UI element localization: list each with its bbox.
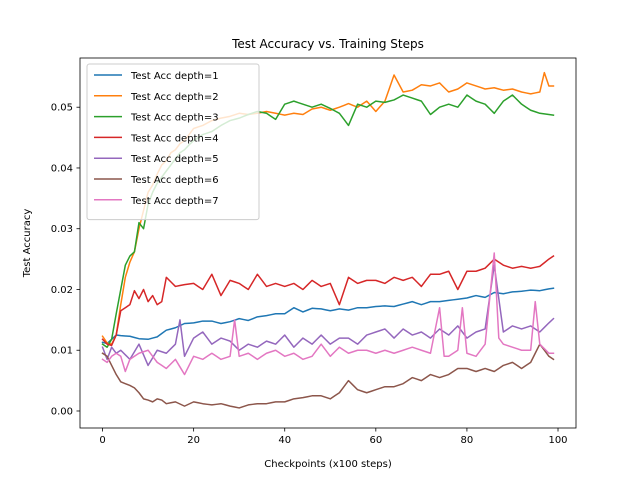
x-tick-label: 40 — [278, 435, 291, 446]
series-line-depth-7 — [101, 252, 555, 376]
chart-title: Test Accuracy vs. Training Steps — [231, 37, 424, 51]
legend: Test Acc depth=1 Test Acc depth=2 Test Acc… — [86, 63, 260, 221]
x-tick-label: 0 — [99, 435, 105, 446]
plot-frame — [79, 57, 577, 429]
y-tick-label: 0.01 — [51, 346, 73, 357]
legend-label: Test Acc depth=3 — [130, 113, 219, 124]
legend-label: Test Acc depth=2 — [130, 92, 219, 103]
x-tick-label: 100 — [548, 435, 567, 446]
x-tick-label: 60 — [369, 435, 382, 446]
y-tick-label: 0.02 — [51, 285, 73, 296]
y-tick-label: 0.05 — [51, 103, 73, 114]
x-tick-label: 20 — [187, 435, 200, 446]
y-axis-title: Test Accuracy — [22, 209, 33, 279]
x-axis-title: Checkpoints (x100 steps) — [264, 459, 392, 470]
y-tick-label: 0.00 — [51, 406, 73, 417]
y-tick-label: 0.04 — [51, 163, 73, 174]
y-axis-ticks: 0.00 0.01 0.02 0.03 0.04 0.05 — [51, 103, 80, 417]
series-line-depth-5 — [101, 264, 555, 367]
x-tick-label: 80 — [461, 435, 474, 446]
legend-label: Test Acc depth=1 — [130, 71, 219, 82]
legend-label: Test Acc depth=4 — [130, 133, 219, 144]
legend-label: Test Acc depth=6 — [130, 175, 219, 186]
legend-box — [86, 63, 260, 221]
legend-label: Test Acc depth=5 — [130, 154, 219, 165]
y-tick-label: 0.03 — [51, 224, 73, 235]
series-line-depth-1 — [101, 287, 555, 345]
x-axis-ticks: 0 20 40 60 80 100 — [99, 428, 568, 446]
series-line-depth-4 — [101, 255, 555, 347]
series-line-depth-6 — [101, 343, 555, 409]
legend-label: Test Acc depth=7 — [130, 196, 219, 207]
